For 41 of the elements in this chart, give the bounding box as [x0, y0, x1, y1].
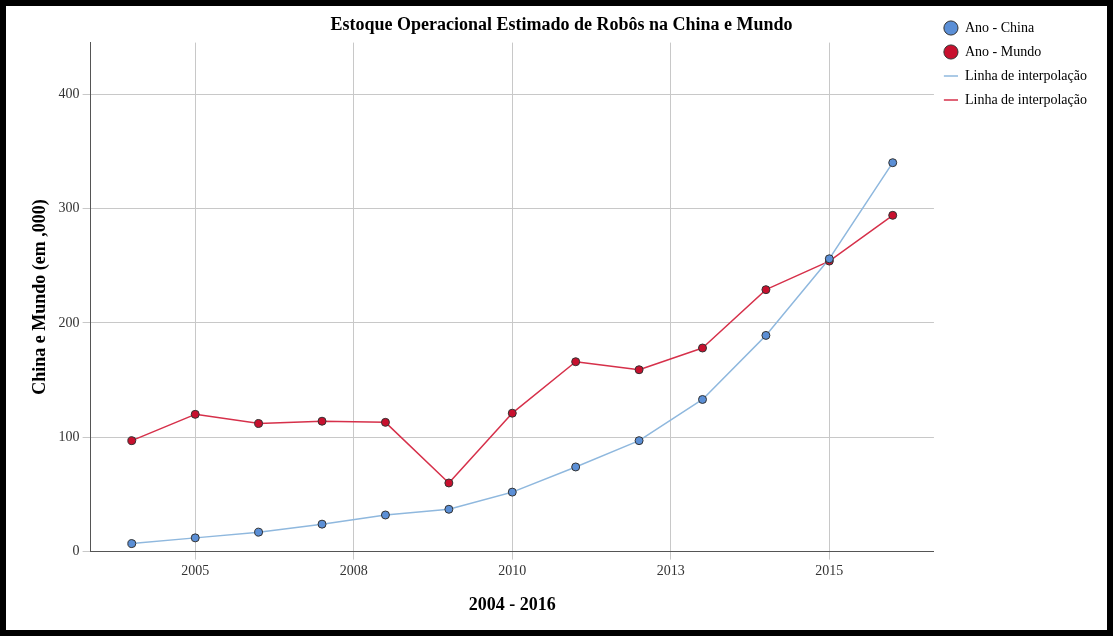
x-axis-title: 2004 - 2016 [468, 593, 556, 614]
point [380, 417, 390, 427]
point [190, 533, 200, 543]
point [127, 539, 137, 549]
legend-label: Linha de interpolação [964, 91, 1088, 107]
x-tick-label: 2013 [656, 562, 685, 578]
point [698, 394, 707, 404]
point [761, 285, 771, 295]
legend-label: Linha de interpolação [964, 67, 1088, 83]
point [127, 436, 137, 446]
point [507, 408, 517, 418]
point [254, 418, 264, 428]
chart-title: Estoque Operacional Estimado de Robôs na China e Mundo [330, 14, 793, 35]
point [761, 330, 771, 340]
x-tick-label: 2015 [815, 562, 844, 578]
y-tick-label: 200 [58, 314, 80, 330]
point [317, 519, 327, 529]
point [571, 357, 581, 367]
point [190, 409, 200, 419]
legend-label: Ano - Mundo [964, 43, 1042, 59]
point [444, 504, 454, 514]
point [571, 462, 581, 472]
point [317, 416, 327, 426]
y-tick-label: 100 [58, 428, 80, 444]
point [634, 365, 644, 375]
y-tick-label: 300 [58, 200, 80, 216]
y-axis-title: China e Mundo (em ,000) [29, 199, 51, 395]
point [634, 436, 644, 446]
point [888, 158, 898, 168]
point [444, 478, 454, 488]
point [698, 343, 707, 353]
point [888, 210, 898, 220]
y-tick-label: 400 [58, 85, 80, 101]
x-tick-label: 2010 [498, 562, 527, 578]
point [507, 487, 517, 497]
y-tick-label: 0 [72, 543, 80, 559]
point [254, 527, 264, 537]
x-tick-label: 2008 [339, 562, 368, 578]
point [380, 510, 390, 520]
legend-label: Ano - China [964, 19, 1035, 35]
x-tick-label: 2005 [181, 562, 210, 578]
